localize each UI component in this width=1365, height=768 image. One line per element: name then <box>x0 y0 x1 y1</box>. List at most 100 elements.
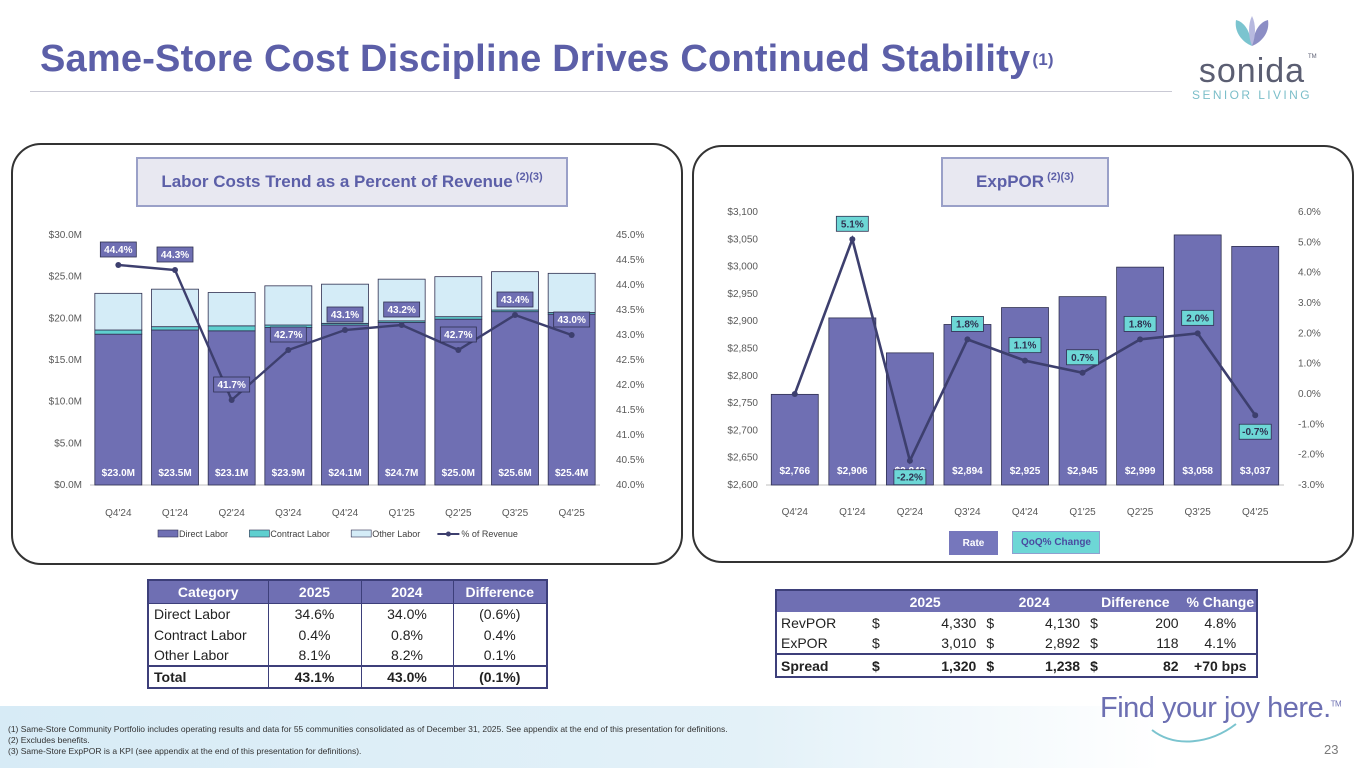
percent-label: 42.7% <box>274 330 302 341</box>
y-left-tick-label: $2,650 <box>727 453 758 464</box>
page-number: 23 <box>1324 742 1339 757</box>
exppor-bar <box>1173 234 1222 486</box>
qoq-label-box <box>1181 309 1215 326</box>
footer-band <box>0 706 1365 768</box>
y-right-tick-label: 40.0% <box>616 480 644 491</box>
qoq-label-box <box>1008 337 1042 354</box>
table-cell: 0.4% <box>452 624 548 645</box>
y-left-tick-label: $5.0M <box>54 438 82 449</box>
table-cell: 34.6% <box>267 603 362 624</box>
qoq-label: 1.8% <box>956 319 979 330</box>
exppor-bar <box>1116 266 1165 486</box>
legend-swatch <box>350 529 372 538</box>
bar-total-label: $25.6M <box>498 468 531 479</box>
exppor-bar <box>943 324 992 486</box>
exppor-chart-title-text: ExpPOR <box>976 172 1045 191</box>
table-row: Contract Labor 0.4% 0.8% 0.4% <box>147 624 548 645</box>
y-right-tick-label: 44.0% <box>616 280 644 291</box>
bar-total-label: $24.7M <box>385 468 418 479</box>
y-left-tick-label: $2,900 <box>727 316 758 327</box>
tagline-text: Find your joy here. <box>1100 692 1331 724</box>
table-cell: 1,238 <box>1012 653 1087 677</box>
qoq-label: -0.7% <box>1242 427 1268 438</box>
legend-label: % of Revenue <box>461 529 518 539</box>
bar-segment-direct-labor <box>491 311 539 486</box>
table-cell: ExPOR <box>781 635 828 651</box>
qoq-change-point <box>1079 369 1086 376</box>
column-header: Difference <box>452 579 548 604</box>
exppor-bar <box>1001 307 1049 486</box>
qoq-label-box <box>893 469 927 486</box>
qoq-change-point <box>964 336 971 343</box>
exppor-bar-label: $2,906 <box>837 466 868 477</box>
table-cell: Direct Labor <box>147 603 269 624</box>
exppor-bar-label: $2,945 <box>1067 466 1098 477</box>
table-cell: 43.0% <box>360 665 454 688</box>
x-tick-label: Q4'24 <box>105 508 132 519</box>
page-title-footnote-ref: (1) <box>1032 50 1054 69</box>
bar-segment-direct-labor <box>151 329 199 486</box>
percent-label: 43.4% <box>501 295 529 306</box>
percent-revenue-point <box>228 397 235 403</box>
butterfly-logo-icon <box>1235 16 1269 46</box>
bar-segment-other-labor <box>94 292 143 331</box>
y-right-tick-label: 42.0% <box>616 380 644 391</box>
percent-revenue-point <box>285 347 292 353</box>
table-cell: (0.1%) <box>452 665 548 688</box>
table-cell: 4.8% <box>1204 614 1237 631</box>
footnote-2: (2) Excludes benefits. <box>8 735 90 745</box>
x-tick-label: Q3'25 <box>1184 507 1211 518</box>
legend-swatch <box>157 529 179 538</box>
column-header: % Change <box>1184 590 1257 612</box>
x-tick-label: Q1'25 <box>388 508 415 519</box>
column-header: 2024 <box>982 590 1087 612</box>
table-cell: 200 <box>1155 614 1179 631</box>
title-divider <box>30 91 1172 92</box>
percent-label-box <box>439 326 477 343</box>
column-header: 2025 <box>267 579 362 604</box>
labor-chart-title-text: Labor Costs Trend as a Percent of Revenu… <box>161 172 513 191</box>
table-cell: 1,320 <box>898 653 983 677</box>
bar-segment-other-labor <box>207 292 256 327</box>
table-row: Other Labor 8.1% 8.2% 0.1% <box>147 645 548 666</box>
y-right-tick-label: 4.0% <box>1298 268 1321 279</box>
table-cell: 0.8% <box>360 624 454 645</box>
exppor-bar <box>1058 296 1107 486</box>
qoq-label: -2.2% <box>897 473 923 484</box>
exppor-chart-title-sup: (2)(3) <box>1047 171 1074 183</box>
bar-segment-direct-labor <box>207 330 256 486</box>
percent-label: 43.1% <box>331 310 359 321</box>
y-left-tick-label: $3,100 <box>727 207 758 218</box>
y-left-tick-label: $2,600 <box>727 480 758 491</box>
percent-revenue-point <box>568 332 575 338</box>
y-left-tick-label: $10.0M <box>49 397 82 408</box>
table-cell: 4.1% <box>1204 635 1237 651</box>
y-left-tick-label: $3,000 <box>727 262 758 273</box>
currency-cell: $ <box>872 614 880 631</box>
column-header: Difference <box>1086 590 1185 612</box>
currency-cell: $ <box>1090 614 1098 631</box>
column-header <box>776 590 868 612</box>
currency-cell: $ <box>868 653 898 677</box>
table-cell: 4,130 <box>1045 614 1081 631</box>
labor-chart-title-sup: (2)(3) <box>515 171 543 183</box>
percent-label: 43.0% <box>557 315 585 326</box>
x-tick-label: Q4'25 <box>1242 507 1269 518</box>
qoq-label-box <box>835 215 869 232</box>
y-left-tick-label: $2,850 <box>727 344 758 355</box>
exppor-bar-label: $3,058 <box>1182 466 1213 477</box>
qoq-change-point <box>791 391 798 397</box>
qoq-label: 2.0% <box>1186 313 1209 324</box>
qoq-label-box <box>1238 423 1272 440</box>
bar-segment-direct-labor <box>434 318 483 486</box>
tagline-trademark: TM <box>1330 699 1342 709</box>
y-left-tick-label: $20.0M <box>49 313 82 324</box>
y-left-tick-label: $30.0M <box>49 230 82 241</box>
table-cell: 82 <box>1116 653 1185 677</box>
table-header-row: 2025 2024 Difference % Change <box>776 590 1257 612</box>
table-cell: 3,010 <box>941 635 977 651</box>
qoq-label-box <box>951 315 984 332</box>
bar-segment-direct-labor <box>547 313 596 486</box>
rate-legend-button[interactable]: Rate <box>949 531 998 555</box>
qoq-change-legend-button[interactable]: QoQ% Change <box>1012 531 1100 554</box>
